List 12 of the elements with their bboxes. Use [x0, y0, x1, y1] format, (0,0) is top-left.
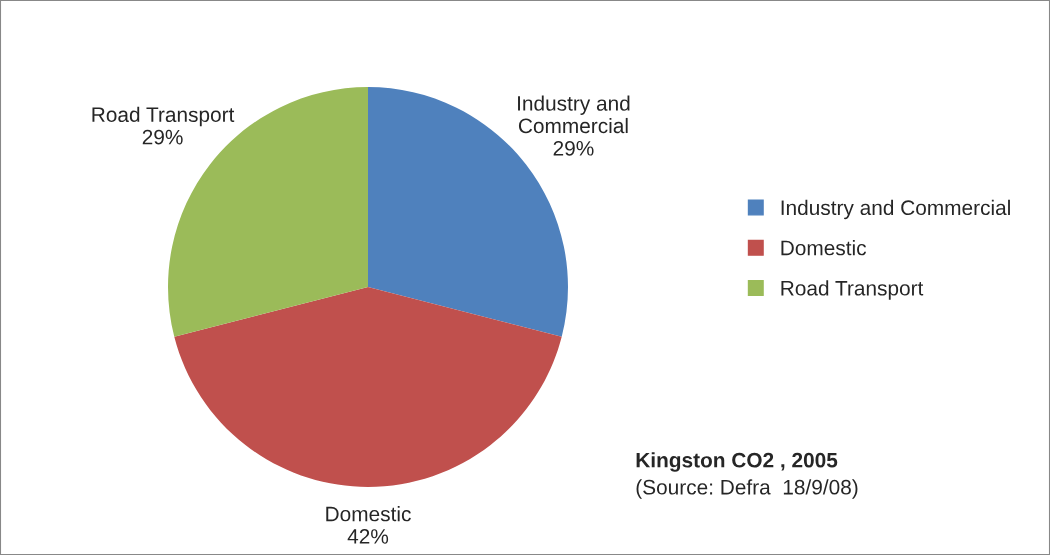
- text: (Source: Defra 18/9/08): [636, 479, 858, 499]
- slice-label: Industry and Commercial: [518, 95, 630, 134]
- pie-slice: [174, 287, 562, 487]
- data-label: 29%: [142, 129, 183, 145]
- slice-label: Road Transport: [92, 106, 235, 127]
- legend-label: Industry and Commercial: [781, 199, 1010, 220]
- slice-label: Domestic: [326, 506, 411, 522]
- legend-label: Domestic: [781, 240, 867, 256]
- legend-label: Road Transport: [781, 280, 924, 300]
- data-label: 29%: [553, 140, 594, 156]
- text: Kingston CO2 , 2005: [636, 452, 838, 472]
- data-label: 42%: [347, 529, 389, 544]
